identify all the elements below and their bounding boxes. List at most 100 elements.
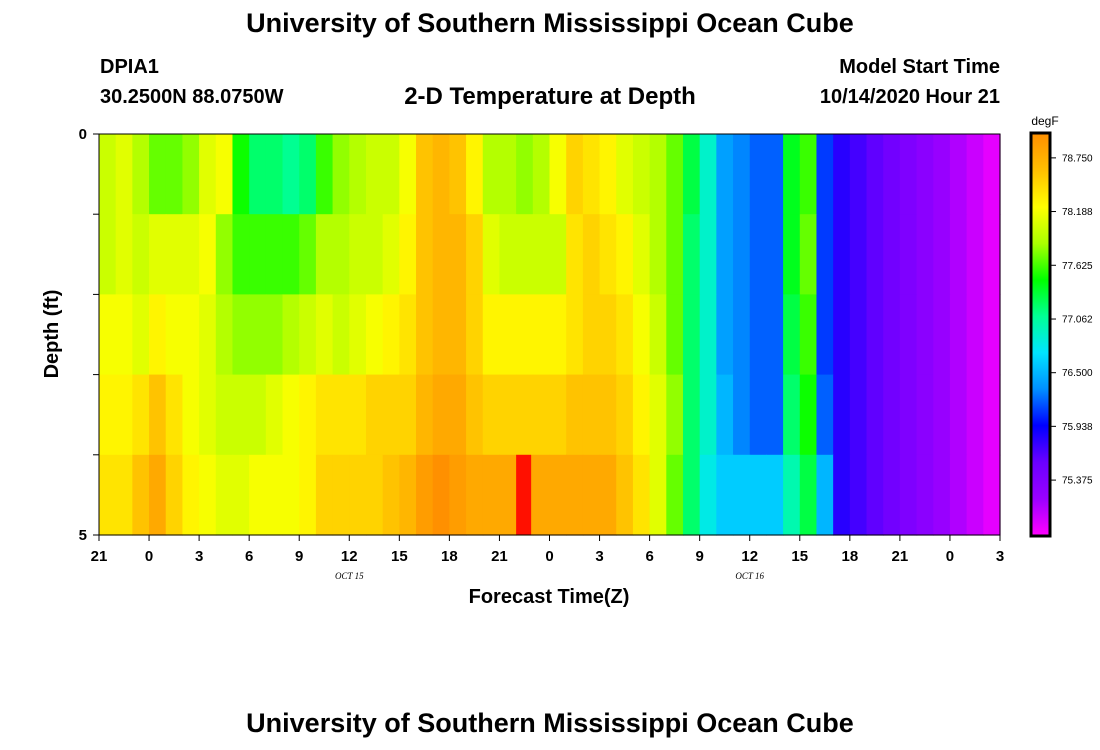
heatmap-cell <box>949 134 968 215</box>
heatmap-cell <box>833 374 851 456</box>
heatmap-cell <box>149 374 167 456</box>
heatmap-cell <box>899 374 918 456</box>
heatmap-cell <box>566 454 584 536</box>
heatmap-cell <box>315 374 334 456</box>
page-title: University of Southern Mississippi Ocean… <box>246 8 854 38</box>
y-tick-label: 5 <box>79 527 87 544</box>
heatmap-cell <box>682 214 701 295</box>
heatmap-cell <box>482 294 501 376</box>
heatmap-cell <box>699 374 717 456</box>
heatmap-cell <box>983 454 1001 536</box>
heatmap-cell <box>482 134 501 215</box>
heatmap-cell <box>432 214 450 295</box>
heatmap-cell <box>99 374 117 456</box>
heatmap-cell <box>582 134 601 215</box>
heatmap-cell <box>716 134 734 215</box>
heatmap-cell <box>365 214 384 295</box>
y-tick-label: 0 <box>79 126 87 143</box>
colorbar-tick-label: 75.938 <box>1062 422 1093 433</box>
heatmap-cell <box>232 134 250 215</box>
heatmap-cell <box>315 214 334 295</box>
x-tick-label: 9 <box>695 548 703 565</box>
heatmap-cell <box>149 294 167 376</box>
x-tick-label: 21 <box>491 548 508 565</box>
heatmap-cell <box>749 294 768 376</box>
heatmap-cell <box>816 374 834 456</box>
colorbar-tick-label: 75.375 <box>1062 476 1093 487</box>
heatmap-cell <box>666 374 684 456</box>
heatmap-cell <box>799 294 818 376</box>
heatmap-cell <box>482 214 501 295</box>
heatmap-cell <box>249 454 267 536</box>
heatmap-cell <box>816 134 834 215</box>
station-id: DPIA1 <box>100 56 159 78</box>
colorbar-ticks: 78.750 78.188 77.625 77.062 76.500 75.938 75.3… <box>1050 153 1093 487</box>
heatmap-cell <box>566 214 584 295</box>
heatmap-cell <box>749 374 768 456</box>
heatmap-cell <box>399 294 417 376</box>
heatmap-cell <box>833 214 851 295</box>
heatmap-cell <box>916 374 934 456</box>
heatmap-cell <box>766 454 784 536</box>
heatmap-cell <box>632 134 651 215</box>
heatmap-cell <box>215 134 234 215</box>
heatmap-cell <box>849 374 868 456</box>
heatmap-cell <box>249 374 267 456</box>
heatmap-cell <box>649 374 667 456</box>
x-tick-label: 15 <box>391 548 408 565</box>
x-tick-label: 6 <box>245 548 253 565</box>
heatmap-cell <box>282 134 300 215</box>
heatmap-cell <box>949 214 968 295</box>
heatmap-max-cell <box>516 454 532 535</box>
heatmap-cell <box>983 294 1001 376</box>
heatmap-cell <box>365 454 384 536</box>
heatmap-cell <box>215 294 234 376</box>
heatmap-cell <box>983 374 1001 456</box>
heatmap-cell <box>933 454 951 536</box>
heatmap-cell <box>516 214 534 295</box>
heatmap-cell <box>532 294 551 376</box>
heatmap-cell <box>582 454 601 536</box>
heatmap-cell <box>199 134 217 215</box>
heatmap-cell <box>466 214 484 295</box>
heatmap-cell <box>849 134 868 215</box>
heatmap-cell <box>132 294 150 376</box>
heatmap-cell <box>616 214 634 295</box>
heatmap-cell <box>432 374 450 456</box>
heatmap-cell <box>416 374 434 456</box>
heatmap-cell <box>699 214 717 295</box>
heatmap-cell <box>516 134 534 215</box>
heatmap-cell <box>516 294 534 376</box>
heatmap-cell <box>215 454 234 536</box>
heatmap-cell <box>482 454 501 536</box>
heatmap-cell <box>149 214 167 295</box>
heatmap-cell <box>382 294 400 376</box>
heatmap-cell <box>382 374 400 456</box>
heatmap-cell <box>716 294 734 376</box>
heatmap-cell <box>265 294 284 376</box>
heatmap-cell <box>816 214 834 295</box>
heatmap-cells <box>99 134 1001 536</box>
heatmap-cell <box>866 374 884 456</box>
heatmap-cell <box>332 294 350 376</box>
heatmap-cell <box>716 214 734 295</box>
colorbar-tick-label: 78.750 <box>1062 153 1093 164</box>
heatmap-cell <box>933 134 951 215</box>
heatmap-cell <box>916 454 934 536</box>
heatmap-cell <box>449 214 467 295</box>
heatmap-cell <box>883 454 901 536</box>
heatmap-cell <box>632 294 651 376</box>
heatmap-cell <box>499 374 517 456</box>
heatmap-cell <box>599 134 617 215</box>
heatmap-cell <box>749 214 768 295</box>
heatmap-cell <box>866 454 884 536</box>
heatmap-cell <box>666 214 684 295</box>
heatmap-cell <box>966 214 984 295</box>
heatmap-cell <box>249 294 267 376</box>
heatmap-cell <box>149 134 167 215</box>
heatmap-cell <box>282 374 300 456</box>
heatmap-cell <box>733 454 751 536</box>
heatmap-cell <box>332 454 350 536</box>
heatmap-cell <box>265 374 284 456</box>
heatmap-cell <box>933 294 951 376</box>
